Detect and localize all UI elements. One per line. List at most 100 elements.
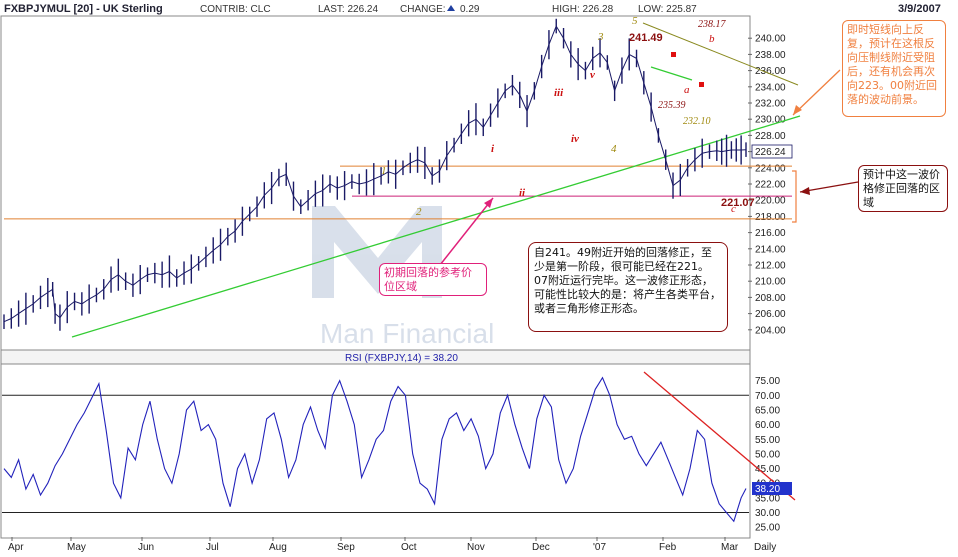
price-notes: 241.49 238.17 235.39 232.10 221.07 [629, 19, 755, 209]
y-tick-label: 230.00 [755, 115, 786, 126]
wave-labels: i ii iii iv v 3 4 5 a b c 1 2 [381, 15, 736, 218]
x-tick-label: Sep [337, 542, 355, 553]
rsi-tick-label: 30.00 [755, 508, 780, 519]
maroon-arrow [799, 181, 859, 193]
rsi-tick-label: 60.00 [755, 420, 780, 431]
x-tick-label: Jul [206, 542, 219, 553]
center-note: 自241。49附近开始的回落修正，至少是第一阶段，很可能已经在221。07附近运… [528, 242, 728, 332]
wave-label-iv: iv [571, 133, 579, 145]
wave-label-a: a [684, 84, 690, 96]
x-tick-label: Nov [467, 542, 485, 553]
price-y-axis: 204.00 206.00 208.00 210.00 212.00 214.00 216.… [748, 34, 786, 336]
left-note-text: 初期回落的参考价位区域 [384, 266, 472, 293]
rsi-line [3, 376, 747, 523]
y-tick-label: 238.00 [755, 50, 786, 61]
x-tick-label: Aug [269, 542, 287, 553]
symbol-title: FXBPJYMUL [20] - UK Sterling [4, 3, 163, 15]
rsi-tick-label: 75.00 [755, 376, 780, 387]
y-tick-label: 222.00 [755, 180, 786, 191]
rsi-tick-label: 50.00 [755, 449, 780, 460]
level-label-1: 1 [381, 165, 387, 177]
channel-line [650, 66, 693, 81]
rsi-tick-label: 45.00 [755, 464, 780, 475]
x-tick-label: Feb [659, 542, 677, 553]
high-price: HIGH: 226.28 [552, 4, 614, 15]
x-tick-label: Apr [8, 542, 24, 553]
annotation-arrows [439, 69, 859, 266]
trend-lines [71, 22, 801, 338]
top-right-note: 即时短线向上反复，预计在这根反向压制线附近受阻后，还有机会再次向223。00附近… [842, 20, 946, 117]
wave-label-b: b [709, 33, 715, 45]
top-right-note-text: 即时短线向上反复，预计在这根反向压制线附近受阻后，还有机会再次向223。00附近… [847, 23, 937, 106]
square-marker [699, 82, 704, 87]
y-tick-label: 216.00 [755, 228, 786, 239]
x-tick-label: Jun [138, 542, 154, 553]
y-tick-label: 208.00 [755, 293, 786, 304]
chart-date: 3/9/2007 [898, 3, 941, 15]
up-arrow-icon [447, 5, 455, 11]
square-marker [671, 52, 676, 57]
rsi-y-axis: 25.0030.0035.0040.0045.0050.0055.0060.00… [755, 376, 780, 534]
last-price-tag: 226.24 [751, 144, 793, 159]
right-note-text: 预计中这一波价格修正回落的区域 [863, 168, 940, 209]
target-zone-bracket [792, 170, 797, 223]
man-logo-icon [312, 206, 442, 298]
right-note: 预计中这一波价格修正回落的区域 [858, 165, 948, 212]
y-tick-label: 228.00 [755, 131, 786, 142]
rsi-panel-frame [0, 363, 751, 539]
rsi-tick-label: 35.00 [755, 493, 780, 504]
peak-price-note: 241.49 [629, 32, 663, 44]
rsi-tick-label: 55.00 [755, 435, 780, 446]
change-value: 0.29 [460, 4, 480, 15]
y-tick-label: 224.00 [755, 163, 786, 174]
y-tick-label: 220.00 [755, 196, 786, 207]
x-tick-label: Daily [754, 542, 776, 553]
wave-label-ii: ii [519, 187, 526, 199]
wave-label-i: i [491, 143, 495, 155]
rsi-last-tag: 38.20 [752, 482, 792, 495]
change-label: CHANGE: [400, 4, 446, 15]
left-note: 初期回落的参考价位区域 [379, 263, 487, 296]
price-line [3, 24, 747, 323]
a-price-note: 235.39 [658, 100, 686, 111]
b-price-note: 238.17 [698, 19, 727, 30]
rsi-title: RSI (FXBPJY,14) = 38.20 [345, 353, 458, 364]
orange-arrow-head-icon [793, 105, 802, 115]
rsi-tick-label: 25.00 [755, 523, 780, 534]
contrib-label: CONTRIB: CLC [200, 4, 271, 15]
y-tick-label: 232.00 [755, 99, 786, 110]
y-tick-label: 236.00 [755, 66, 786, 77]
rsi-downtrend-line [643, 371, 796, 501]
maroon-arrow-head-icon [800, 187, 810, 195]
x-tick-label: Oct [401, 542, 417, 553]
x-tick-label: Mar [721, 542, 739, 553]
fib-price-note: 232.10 [683, 116, 711, 127]
rsi-series [2, 376, 749, 523]
magenta-arrow [439, 197, 494, 266]
magenta-arrow-head-icon [484, 198, 493, 208]
wave-label-4: 4 [611, 143, 617, 155]
y-tick-label: 212.00 [755, 261, 786, 272]
y-tick-label: 240.00 [755, 34, 786, 45]
x-tick-label: Dec [532, 542, 550, 553]
wave-label-iii: iii [554, 87, 564, 99]
x-axis: Apr May Jun Jul Aug Sep Oct Nov Dec '07 Feb Mar Dail… [8, 537, 776, 553]
y-tick-label: 234.00 [755, 82, 786, 93]
center-note-text: 自241。49附近开始的回落修正，至少是第一阶段，很可能已经在221。07附近运… [534, 246, 721, 315]
y-tick-label: 206.00 [755, 309, 786, 320]
rsi-tick-label: 65.00 [755, 405, 780, 416]
x-tick-label: '07 [593, 542, 606, 553]
last-price-value: 226.24 [755, 147, 786, 158]
orange-arrow [792, 69, 841, 116]
wave-label-5: 5 [632, 15, 638, 27]
wave-label-v: v [590, 69, 595, 81]
chart-header: FXBPJYMUL [20] - UK Sterling CONTRIB: CL… [4, 3, 941, 15]
wave-label-3: 3 [597, 31, 604, 43]
wave-label-c: c [731, 203, 736, 215]
low-price: LOW: 225.87 [638, 4, 697, 15]
y-tick-label: 214.00 [755, 244, 786, 255]
y-tick-label: 210.00 [755, 277, 786, 288]
rsi-tick-label: 70.00 [755, 391, 780, 402]
last-price: LAST: 226.24 [318, 4, 378, 15]
